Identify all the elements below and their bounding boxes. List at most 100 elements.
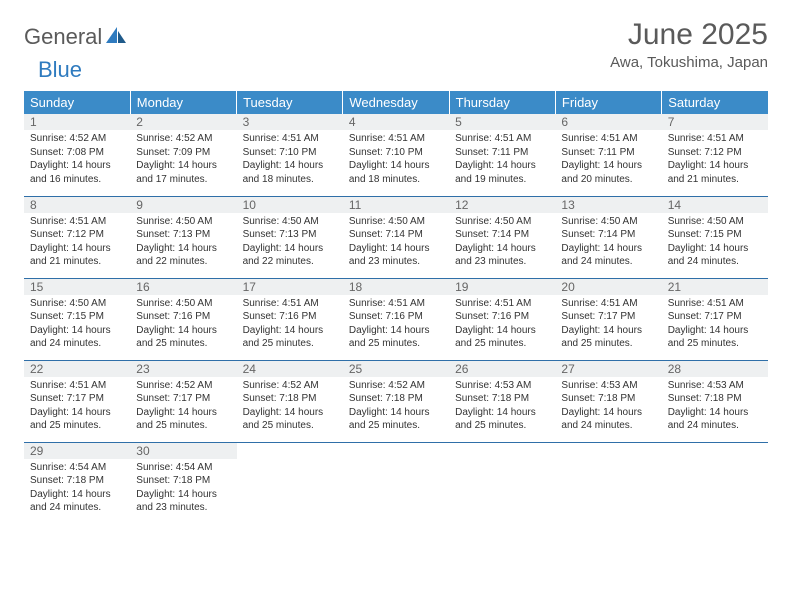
day-number: 29	[24, 443, 130, 459]
day-details: Sunrise: 4:53 AMSunset: 7:18 PMDaylight:…	[555, 377, 661, 437]
calendar-cell: 22Sunrise: 4:51 AMSunset: 7:17 PMDayligh…	[24, 360, 130, 442]
calendar-cell: 12Sunrise: 4:50 AMSunset: 7:14 PMDayligh…	[449, 196, 555, 278]
weekday-header: Friday	[555, 91, 661, 114]
day-details: Sunrise: 4:50 AMSunset: 7:15 PMDaylight:…	[24, 295, 130, 355]
day-details: Sunrise: 4:50 AMSunset: 7:13 PMDaylight:…	[130, 213, 236, 273]
calendar-row: 29Sunrise: 4:54 AMSunset: 7:18 PMDayligh…	[24, 442, 768, 524]
day-number: 27	[555, 361, 661, 377]
calendar-cell: 17Sunrise: 4:51 AMSunset: 7:16 PMDayligh…	[237, 278, 343, 360]
day-details: Sunrise: 4:50 AMSunset: 7:16 PMDaylight:…	[130, 295, 236, 355]
logo: General	[24, 18, 130, 50]
day-details: Sunrise: 4:51 AMSunset: 7:12 PMDaylight:…	[24, 213, 130, 273]
day-details: Sunrise: 4:51 AMSunset: 7:10 PMDaylight:…	[343, 130, 449, 190]
calendar-cell: 9Sunrise: 4:50 AMSunset: 7:13 PMDaylight…	[130, 196, 236, 278]
calendar-cell: 13Sunrise: 4:50 AMSunset: 7:14 PMDayligh…	[555, 196, 661, 278]
day-number: 17	[237, 279, 343, 295]
calendar-cell: 27Sunrise: 4:53 AMSunset: 7:18 PMDayligh…	[555, 360, 661, 442]
calendar-cell: 23Sunrise: 4:52 AMSunset: 7:17 PMDayligh…	[130, 360, 236, 442]
day-number: 12	[449, 197, 555, 213]
calendar-row: 22Sunrise: 4:51 AMSunset: 7:17 PMDayligh…	[24, 360, 768, 442]
calendar-row: 15Sunrise: 4:50 AMSunset: 7:15 PMDayligh…	[24, 278, 768, 360]
day-number: 25	[343, 361, 449, 377]
logo-text-blue: Blue	[38, 57, 82, 82]
calendar-header-row: SundayMondayTuesdayWednesdayThursdayFrid…	[24, 91, 768, 114]
location-text: Awa, Tokushima, Japan	[610, 54, 768, 71]
day-number: 22	[24, 361, 130, 377]
calendar-cell	[449, 442, 555, 524]
day-number: 11	[343, 197, 449, 213]
calendar-cell: 24Sunrise: 4:52 AMSunset: 7:18 PMDayligh…	[237, 360, 343, 442]
calendar-cell: 10Sunrise: 4:50 AMSunset: 7:13 PMDayligh…	[237, 196, 343, 278]
day-details: Sunrise: 4:54 AMSunset: 7:18 PMDaylight:…	[24, 459, 130, 519]
calendar-cell: 25Sunrise: 4:52 AMSunset: 7:18 PMDayligh…	[343, 360, 449, 442]
calendar-cell: 7Sunrise: 4:51 AMSunset: 7:12 PMDaylight…	[662, 114, 768, 196]
day-number: 28	[662, 361, 768, 377]
day-details: Sunrise: 4:50 AMSunset: 7:14 PMDaylight:…	[343, 213, 449, 273]
day-details: Sunrise: 4:52 AMSunset: 7:18 PMDaylight:…	[237, 377, 343, 437]
calendar-cell: 14Sunrise: 4:50 AMSunset: 7:15 PMDayligh…	[662, 196, 768, 278]
day-number: 23	[130, 361, 236, 377]
calendar-cell: 1Sunrise: 4:52 AMSunset: 7:08 PMDaylight…	[24, 114, 130, 196]
weekday-header: Wednesday	[343, 91, 449, 114]
day-details: Sunrise: 4:51 AMSunset: 7:16 PMDaylight:…	[449, 295, 555, 355]
day-number: 10	[237, 197, 343, 213]
day-details: Sunrise: 4:51 AMSunset: 7:17 PMDaylight:…	[662, 295, 768, 355]
day-details: Sunrise: 4:51 AMSunset: 7:11 PMDaylight:…	[555, 130, 661, 190]
day-number: 14	[662, 197, 768, 213]
calendar-cell: 15Sunrise: 4:50 AMSunset: 7:15 PMDayligh…	[24, 278, 130, 360]
day-details: Sunrise: 4:51 AMSunset: 7:16 PMDaylight:…	[343, 295, 449, 355]
day-details: Sunrise: 4:51 AMSunset: 7:12 PMDaylight:…	[662, 130, 768, 190]
day-details: Sunrise: 4:51 AMSunset: 7:17 PMDaylight:…	[24, 377, 130, 437]
day-number: 16	[130, 279, 236, 295]
calendar-cell: 16Sunrise: 4:50 AMSunset: 7:16 PMDayligh…	[130, 278, 236, 360]
day-details: Sunrise: 4:51 AMSunset: 7:17 PMDaylight:…	[555, 295, 661, 355]
calendar-cell: 4Sunrise: 4:51 AMSunset: 7:10 PMDaylight…	[343, 114, 449, 196]
calendar-cell: 21Sunrise: 4:51 AMSunset: 7:17 PMDayligh…	[662, 278, 768, 360]
calendar-cell: 29Sunrise: 4:54 AMSunset: 7:18 PMDayligh…	[24, 442, 130, 524]
calendar-cell: 19Sunrise: 4:51 AMSunset: 7:16 PMDayligh…	[449, 278, 555, 360]
calendar-cell: 20Sunrise: 4:51 AMSunset: 7:17 PMDayligh…	[555, 278, 661, 360]
calendar-cell: 6Sunrise: 4:51 AMSunset: 7:11 PMDaylight…	[555, 114, 661, 196]
logo-text-general: General	[24, 24, 102, 50]
day-details: Sunrise: 4:51 AMSunset: 7:10 PMDaylight:…	[237, 130, 343, 190]
calendar-cell: 5Sunrise: 4:51 AMSunset: 7:11 PMDaylight…	[449, 114, 555, 196]
calendar-body: 1Sunrise: 4:52 AMSunset: 7:08 PMDaylight…	[24, 114, 768, 524]
day-number: 30	[130, 443, 236, 459]
calendar-row: 1Sunrise: 4:52 AMSunset: 7:08 PMDaylight…	[24, 114, 768, 196]
calendar-cell: 2Sunrise: 4:52 AMSunset: 7:09 PMDaylight…	[130, 114, 236, 196]
day-details: Sunrise: 4:50 AMSunset: 7:14 PMDaylight:…	[555, 213, 661, 273]
calendar-cell: 28Sunrise: 4:53 AMSunset: 7:18 PMDayligh…	[662, 360, 768, 442]
day-number: 19	[449, 279, 555, 295]
day-number: 2	[130, 114, 236, 130]
weekday-header: Saturday	[662, 91, 768, 114]
calendar-cell	[662, 442, 768, 524]
day-details: Sunrise: 4:54 AMSunset: 7:18 PMDaylight:…	[130, 459, 236, 519]
calendar-row: 8Sunrise: 4:51 AMSunset: 7:12 PMDaylight…	[24, 196, 768, 278]
calendar-cell: 8Sunrise: 4:51 AMSunset: 7:12 PMDaylight…	[24, 196, 130, 278]
day-details: Sunrise: 4:50 AMSunset: 7:14 PMDaylight:…	[449, 213, 555, 273]
day-number: 4	[343, 114, 449, 130]
calendar-cell	[237, 442, 343, 524]
day-number: 21	[662, 279, 768, 295]
calendar-table: SundayMondayTuesdayWednesdayThursdayFrid…	[24, 91, 768, 524]
logo-sail-icon	[106, 27, 128, 50]
day-number: 24	[237, 361, 343, 377]
calendar-cell: 18Sunrise: 4:51 AMSunset: 7:16 PMDayligh…	[343, 278, 449, 360]
day-details: Sunrise: 4:50 AMSunset: 7:15 PMDaylight:…	[662, 213, 768, 273]
day-number: 6	[555, 114, 661, 130]
day-number: 1	[24, 114, 130, 130]
day-details: Sunrise: 4:52 AMSunset: 7:08 PMDaylight:…	[24, 130, 130, 190]
day-details: Sunrise: 4:52 AMSunset: 7:09 PMDaylight:…	[130, 130, 236, 190]
day-details: Sunrise: 4:53 AMSunset: 7:18 PMDaylight:…	[662, 377, 768, 437]
weekday-header: Sunday	[24, 91, 130, 114]
calendar-cell: 11Sunrise: 4:50 AMSunset: 7:14 PMDayligh…	[343, 196, 449, 278]
day-number: 7	[662, 114, 768, 130]
day-number: 18	[343, 279, 449, 295]
weekday-header: Thursday	[449, 91, 555, 114]
title-block: June 2025 Awa, Tokushima, Japan	[610, 18, 768, 71]
calendar-cell	[555, 442, 661, 524]
day-number: 9	[130, 197, 236, 213]
day-details: Sunrise: 4:51 AMSunset: 7:16 PMDaylight:…	[237, 295, 343, 355]
calendar-cell: 3Sunrise: 4:51 AMSunset: 7:10 PMDaylight…	[237, 114, 343, 196]
day-number: 20	[555, 279, 661, 295]
